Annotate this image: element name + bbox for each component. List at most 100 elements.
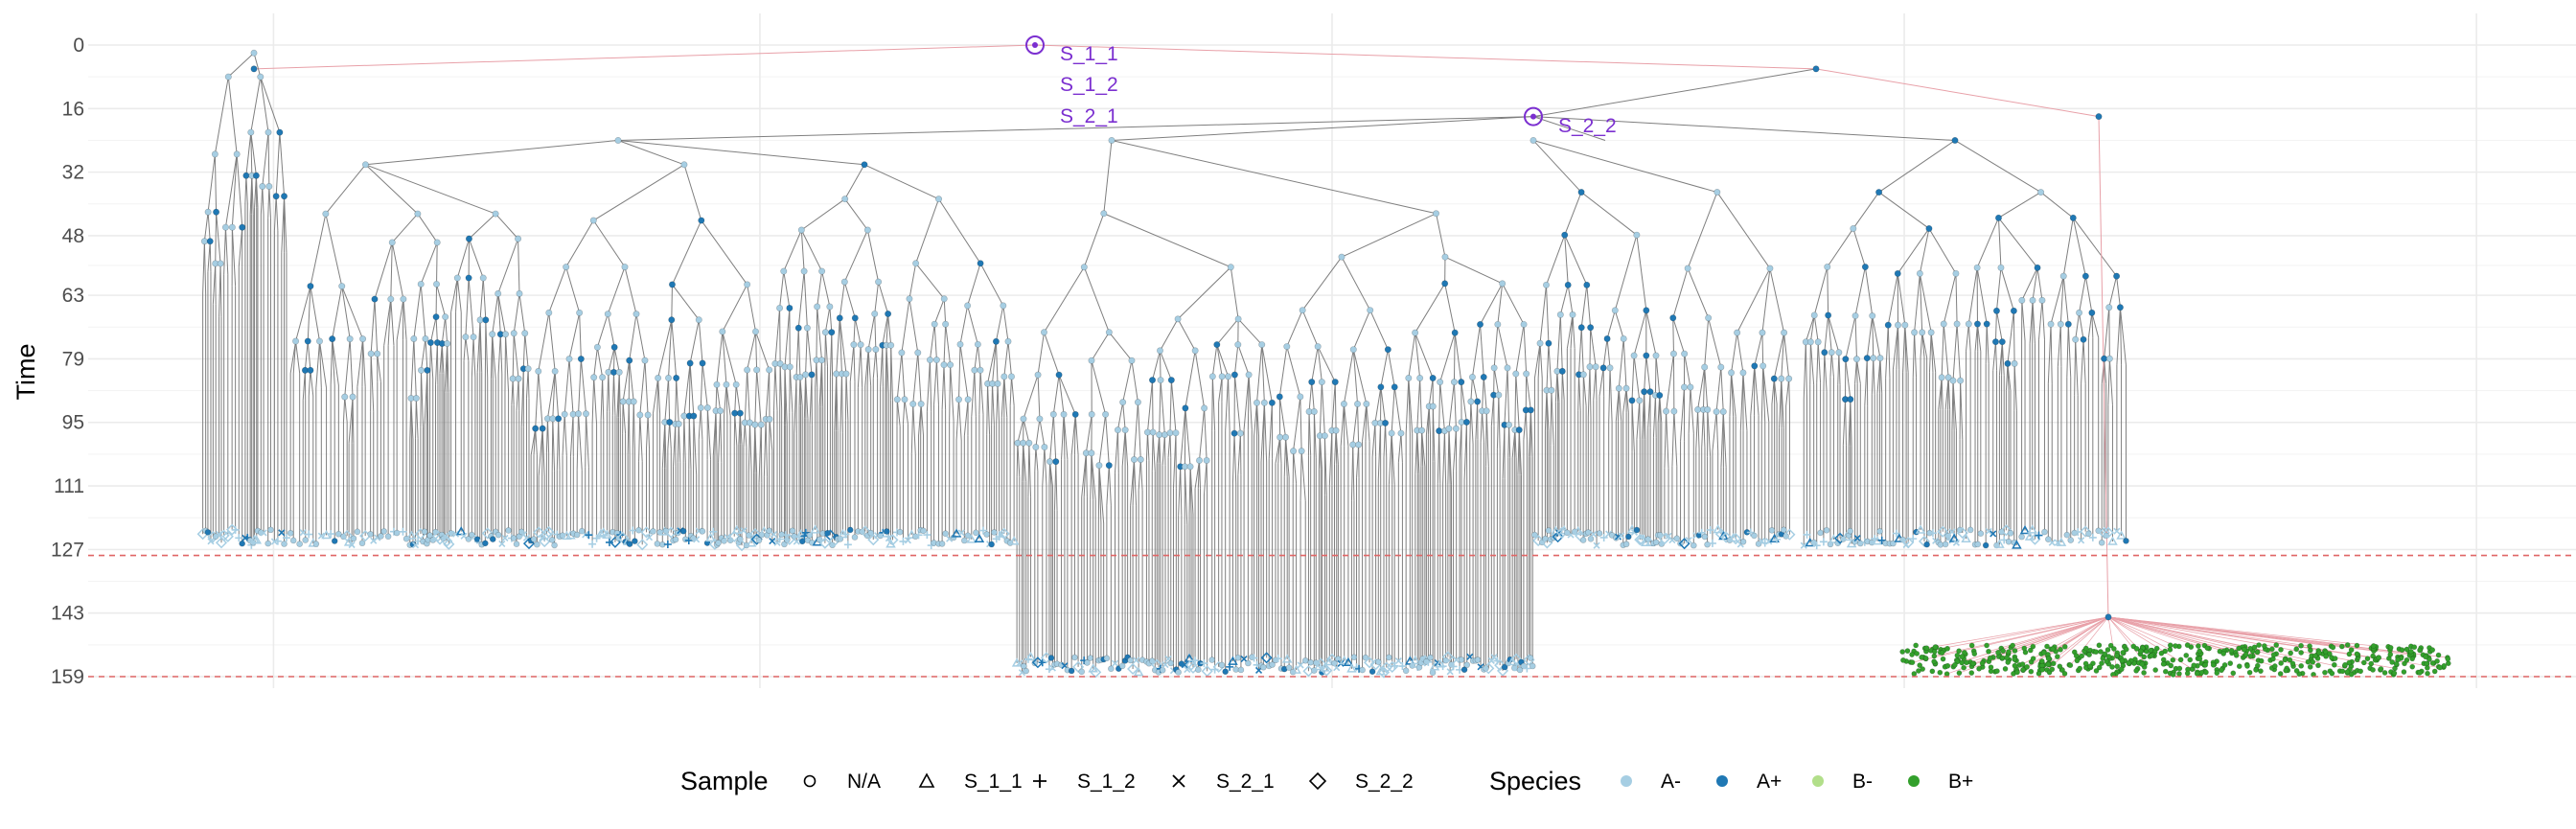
tree-node [2039,666,2045,673]
tree-node [1186,463,1194,471]
tree-node [1810,539,1817,546]
tree-node [1564,529,1571,537]
tree-node [723,380,730,388]
tree-edge [1189,466,1194,515]
tree-edge [216,212,221,264]
tree-edge [2047,324,2052,384]
tree-node [875,278,883,286]
tree-node [846,526,854,534]
tree-node [744,366,751,374]
tree-edge [667,422,671,449]
tree-edge [1636,400,1641,440]
tree-node [673,374,680,381]
tree-node [1982,541,1990,549]
tree-edge [1442,430,1445,484]
tree-edge [1146,380,1154,433]
tree-node [1914,651,1920,656]
tree-node [442,313,449,321]
tree-edge [370,354,375,412]
tree-node [2047,320,2055,328]
tree-edge [1122,402,1126,430]
tree-node [1151,658,1163,671]
tree-edge [1972,616,2109,664]
tree-edge [1365,403,1368,442]
tree-edge [1943,323,1949,378]
tree-node [1474,398,1482,405]
tree-edge [275,196,279,231]
tree-edge [904,399,908,425]
tree-node [1884,321,1892,329]
tree-edge [647,414,651,449]
tree-node [1359,666,1366,674]
tree-edge [319,340,328,388]
tree-edge [527,368,530,399]
tree-edge [1421,430,1426,467]
tree-edge [596,347,604,378]
tree-edge [755,331,758,370]
tree-edge [2107,616,2176,647]
tree-edge [1352,349,1359,404]
tree-edge [1559,285,1569,315]
tree-node [1932,644,1939,651]
tree-node [1245,659,1252,667]
tree-node [374,350,381,357]
tree-node [2346,651,2353,657]
tree-node [1087,655,1094,661]
tree-node [1542,281,1550,288]
tree-node [444,339,451,347]
tree-edge [1023,443,1027,482]
tree-node [378,533,384,540]
tree-edge [1824,314,1829,353]
tree-node [469,531,475,539]
tree-node [1751,362,1759,370]
tree-edge [1687,192,1718,269]
tree-edge [722,331,737,385]
tree-edge [1352,349,1368,404]
tree-edge [361,338,364,387]
tree-node [1515,426,1523,434]
tree-node [2305,658,2312,665]
tree-node [346,335,354,343]
tree-node [2329,670,2335,677]
tree-node [2298,650,2305,656]
tree-edge [207,212,211,242]
tree-edge [1248,375,1253,430]
tree-node [414,210,422,218]
tree-edge [1631,356,1635,401]
tree-edge [874,313,877,350]
tree-node [476,316,484,324]
legend-species-swatch [1908,775,1920,787]
tree-node [1025,652,1036,661]
tree-edge [987,341,997,384]
legend-sample-title: Sample [680,767,769,795]
tree-node [250,49,258,57]
tree-edge [1781,379,1784,428]
tree-edge [1137,402,1141,460]
tree-node [1956,670,1963,677]
tree-node [2251,644,2258,651]
tree-edge [1680,386,1685,442]
tree-node [1965,320,1972,328]
tree-edge [1010,376,1015,406]
tree-edge [1976,218,1999,268]
tree-node [264,128,272,136]
tree-node [2101,355,2108,362]
tree-edge [2021,300,2026,341]
tree-edge [908,298,919,354]
tree-node [1201,404,1208,412]
tree-node [1208,373,1216,380]
tree-node [978,526,987,535]
tree-node [1701,363,1709,371]
tree-node [899,537,908,545]
tree-node [864,346,872,354]
y-tick-label: 159 [51,666,84,688]
tree-node [604,311,611,318]
tree-node [705,532,716,542]
tree-node [791,533,798,540]
tree-edge [760,425,763,483]
tree-node [1606,364,1614,372]
tree-node [1121,426,1129,434]
tree-edge [450,277,458,312]
tree-edge [617,140,685,166]
legend-shape-diamond [1308,771,1327,791]
